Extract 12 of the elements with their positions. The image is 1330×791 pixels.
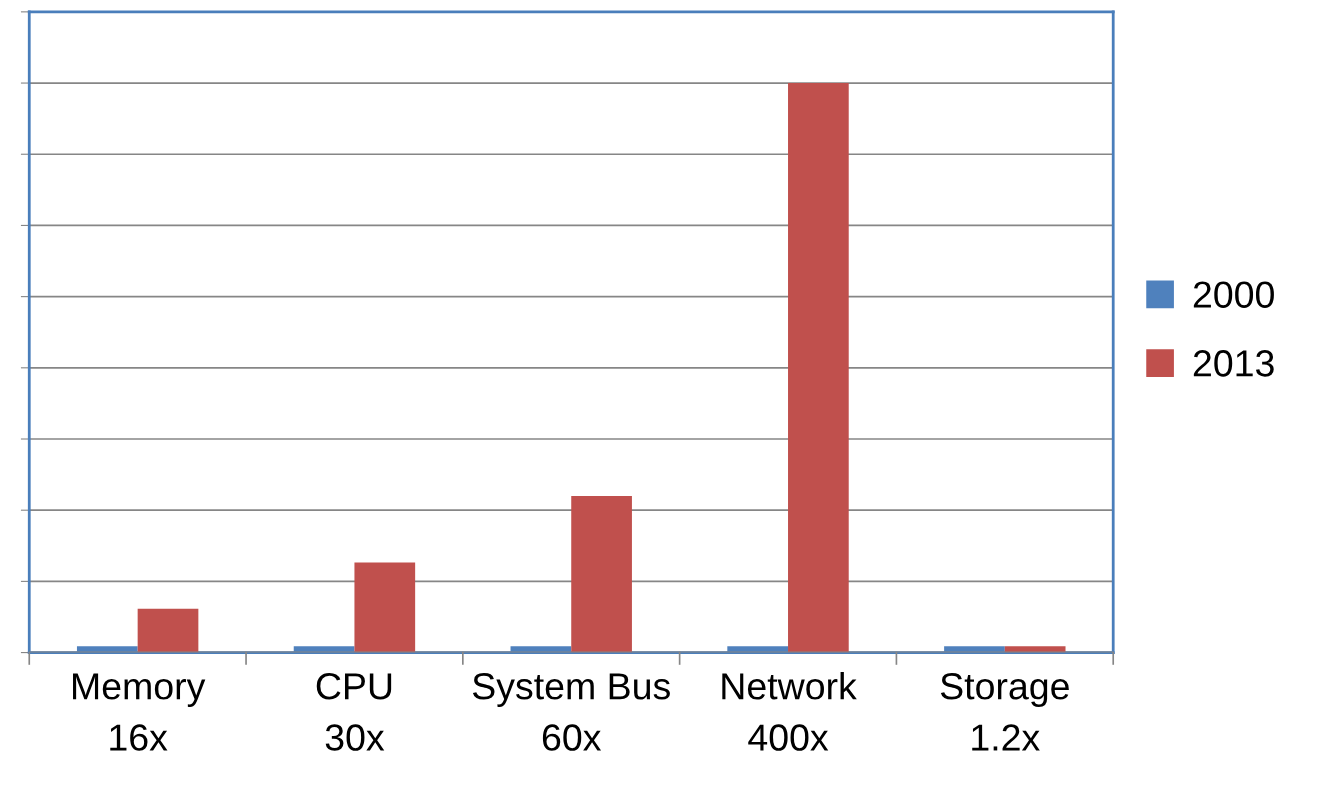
x-tick-label: System Bus 60x (472, 673, 670, 751)
x-tick-label: CPU 30x (316, 673, 392, 751)
bar (354, 562, 416, 653)
bar (571, 495, 632, 653)
x-tick-label: Storage 1.2x (940, 673, 1069, 751)
legend-label: 2013 (1193, 350, 1274, 377)
bar (137, 608, 199, 653)
legend-label: 2000 (1193, 281, 1274, 308)
x-tick-label: Network 400x (722, 672, 857, 751)
bar (788, 83, 849, 653)
x-tick-label: Memory 16x (73, 673, 206, 751)
bar (1004, 646, 1066, 653)
